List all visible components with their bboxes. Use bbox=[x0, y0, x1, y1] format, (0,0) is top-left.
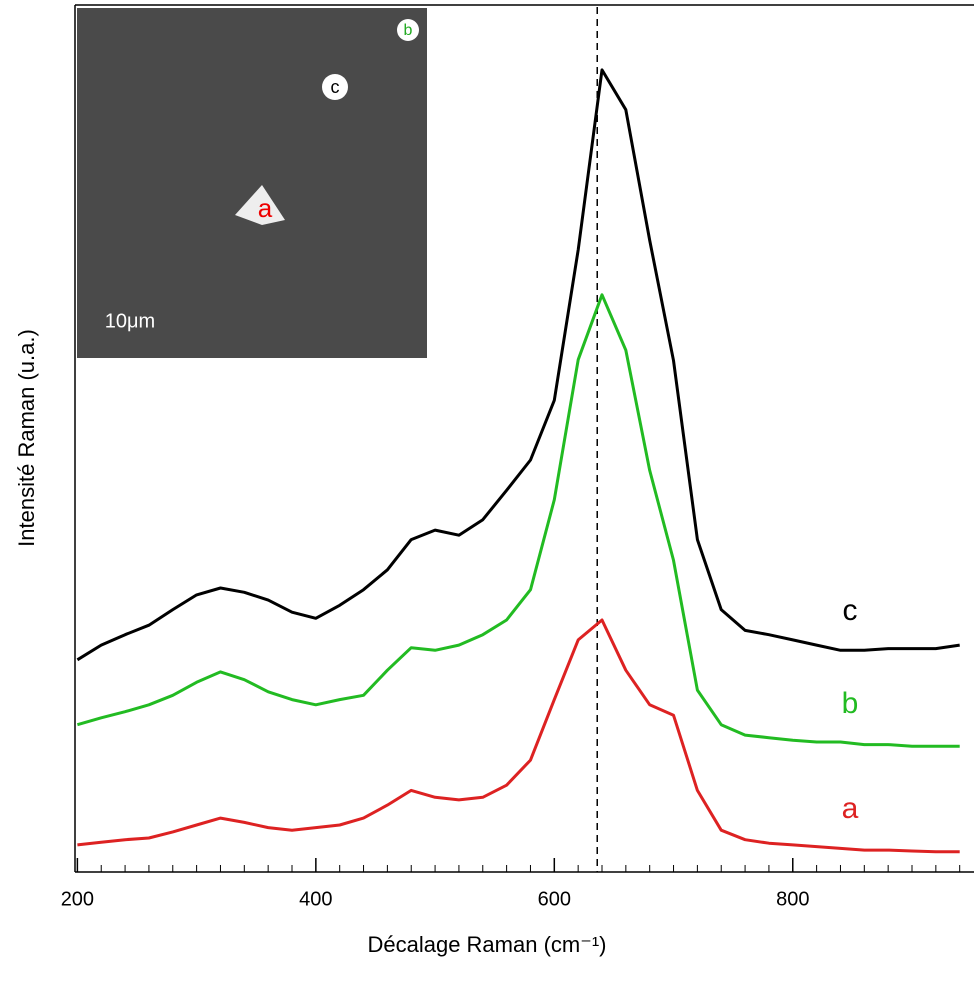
inset-image bbox=[77, 8, 427, 358]
inset-label: c bbox=[331, 77, 340, 97]
series-label: c bbox=[843, 594, 858, 627]
series-line bbox=[76, 68, 960, 662]
series-line bbox=[77, 618, 960, 854]
x-tick-label: 600 bbox=[538, 888, 571, 910]
x-tick-label: 400 bbox=[299, 888, 332, 910]
series-label: b bbox=[842, 687, 859, 720]
series-line bbox=[76, 293, 960, 748]
x-tick-label: 200 bbox=[61, 888, 94, 910]
inset-label: a bbox=[258, 193, 273, 223]
x-axis-label: Décalage Raman (cm⁻¹) bbox=[367, 932, 606, 957]
inset-particle bbox=[235, 185, 285, 225]
series-label: a bbox=[842, 792, 859, 825]
inset-label: 10μm bbox=[105, 310, 155, 332]
inset-marker bbox=[322, 74, 348, 100]
inset-marker bbox=[397, 19, 419, 41]
inset-label: b bbox=[404, 22, 413, 39]
x-tick-label: 800 bbox=[776, 888, 809, 910]
y-axis-label: Intensité Raman (u.a.) bbox=[14, 329, 39, 547]
